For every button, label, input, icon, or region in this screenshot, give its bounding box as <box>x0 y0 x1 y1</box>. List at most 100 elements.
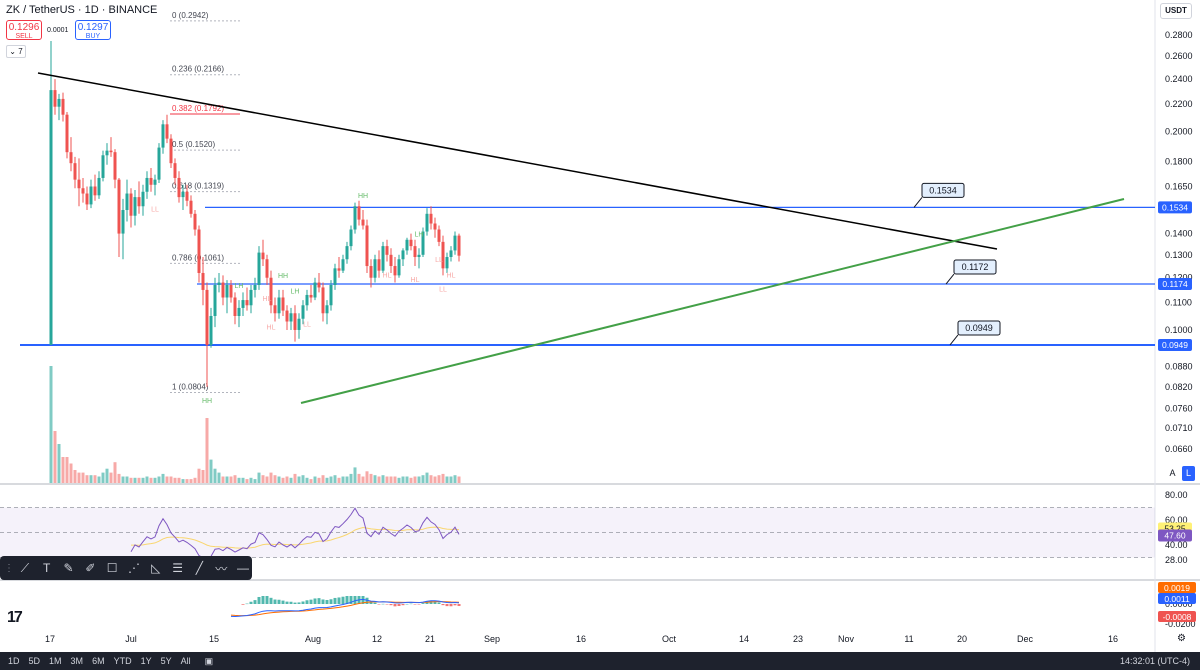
long-position-icon[interactable]: ╱ <box>191 559 209 577</box>
collapse-indicators-button[interactable]: ⌄ 7 <box>6 45 26 58</box>
timeframe-1y[interactable]: 1Y <box>141 656 152 666</box>
candle-body <box>170 139 173 164</box>
sell-label: SELL <box>7 33 41 41</box>
time-tick: 11 <box>904 634 913 644</box>
candle-body <box>142 192 145 207</box>
candle-body <box>134 197 137 216</box>
volume-bar <box>386 477 389 484</box>
timeframe-3m[interactable]: 3M <box>71 656 84 666</box>
candle-body <box>318 283 321 288</box>
time-tick: Sep <box>484 634 500 644</box>
volume-bar <box>162 474 165 483</box>
macd-histogram-bar <box>390 604 393 605</box>
candle-body <box>390 255 393 266</box>
currency-selector[interactable]: USDT <box>1160 3 1192 19</box>
path-icon[interactable]: 〰 <box>212 559 230 577</box>
candle-body <box>58 99 61 107</box>
volume-bar <box>406 477 409 484</box>
volume-bar <box>390 477 393 484</box>
volume-bar <box>106 469 109 483</box>
macd-histogram-bar <box>326 600 329 604</box>
highlighter-icon[interactable]: ✐ <box>81 559 99 577</box>
macd-histogram-bar <box>258 597 261 604</box>
fib-icon[interactable]: ☰ <box>169 559 187 577</box>
volume-bar <box>202 470 205 483</box>
macd-histogram-bar <box>262 596 265 604</box>
volume-bar <box>54 431 57 483</box>
candle-body <box>410 240 413 246</box>
descending-trendline[interactable] <box>38 73 997 249</box>
time-tick: 16 <box>576 634 586 644</box>
timeframe-6m[interactable]: 6M <box>92 656 105 666</box>
macd-histogram-bar <box>274 600 277 604</box>
swing-label: HL <box>267 324 276 331</box>
calendar-icon[interactable]: ▣ <box>205 656 214 667</box>
text-icon[interactable]: T <box>38 559 56 577</box>
note-icon[interactable]: ☐ <box>103 559 121 577</box>
candle-body <box>406 240 409 251</box>
timeframe-5d[interactable]: 5D <box>29 656 41 666</box>
timeframe-1m[interactable]: 1M <box>49 656 62 666</box>
chart-canvas[interactable]: 0 (0.2942)0.236 (0.2166)0.382 (0.1792)0.… <box>0 0 1200 652</box>
volume-bar <box>418 477 421 484</box>
price-tick: 0.1100 <box>1165 298 1192 308</box>
candle-body <box>330 285 333 305</box>
candle-body <box>254 285 257 290</box>
volume-bar <box>274 475 277 483</box>
ruler-icon[interactable]: ◺ <box>147 559 165 577</box>
swing-labels: LLHHLHHLHHLHHLLLHHHLHLLHLLLLHL <box>151 193 455 405</box>
timeframe-ytd[interactable]: YTD <box>114 656 132 666</box>
buy-label: BUY <box>76 33 110 41</box>
volume-bar <box>270 473 273 483</box>
volume-bar <box>326 478 329 483</box>
macd-histogram-bar <box>270 598 273 604</box>
symbol-title[interactable]: ZK / TetherUS · 1D · BINANCE <box>6 4 157 16</box>
arrow-icon[interactable]: — <box>234 559 252 577</box>
candle-body <box>354 206 357 229</box>
gear-icon[interactable]: ⚙ <box>1177 633 1186 644</box>
macd-histogram-bar <box>446 604 449 606</box>
log-scale-button[interactable]: L <box>1182 466 1195 481</box>
sell-button[interactable]: 0.1296 SELL <box>6 20 42 40</box>
drag-handle-icon[interactable]: ⋮ <box>4 563 12 574</box>
volume-bar <box>374 475 377 483</box>
brush-icon[interactable]: ✎ <box>60 559 78 577</box>
time-tick: Oct <box>662 634 677 644</box>
volume-bar <box>438 475 441 483</box>
candle-body <box>274 305 277 313</box>
macd-histogram-bar <box>406 604 409 605</box>
clock[interactable]: 14:32:01 (UTC-4) <box>1120 656 1190 666</box>
volume-bar <box>150 478 153 483</box>
fib-level-label: 0.5 (0.1520) <box>172 140 215 149</box>
pattern-icon[interactable]: ⋰ <box>125 559 143 577</box>
candle-body <box>458 236 461 256</box>
price-tag-label: 0.1174 <box>1162 279 1188 289</box>
volume-bar <box>142 478 145 483</box>
macd-histogram-bar <box>386 604 389 605</box>
volume-bar <box>314 477 317 484</box>
ascending-trendline[interactable] <box>301 199 1124 403</box>
time-tick: Jul <box>125 634 137 644</box>
candle-body <box>366 226 369 267</box>
price-tick: 0.1400 <box>1165 229 1193 239</box>
candle-body <box>306 295 309 305</box>
volume-bar <box>122 477 125 484</box>
candle-body <box>382 246 385 271</box>
buy-button[interactable]: 0.1297 BUY <box>75 20 111 40</box>
timeframe-5y[interactable]: 5Y <box>161 656 172 666</box>
candle-body <box>154 180 157 185</box>
timeframe-all[interactable]: All <box>181 656 191 666</box>
candle-body <box>294 313 297 330</box>
candle-body <box>242 300 245 308</box>
price-tick: 0.1000 <box>1165 325 1193 335</box>
auto-scale-button[interactable]: A <box>1166 466 1179 481</box>
macd-histogram-bar <box>338 597 341 604</box>
volume-bar <box>402 477 405 484</box>
candle-body <box>98 178 101 195</box>
candle-body <box>210 316 213 345</box>
timeframe-1d[interactable]: 1D <box>8 656 20 666</box>
macd-histogram-bar <box>282 601 285 604</box>
price-tag-label: 0.1534 <box>1162 202 1188 212</box>
candle-body <box>174 163 177 178</box>
trend-line-icon[interactable]: ⟋ <box>16 559 34 577</box>
